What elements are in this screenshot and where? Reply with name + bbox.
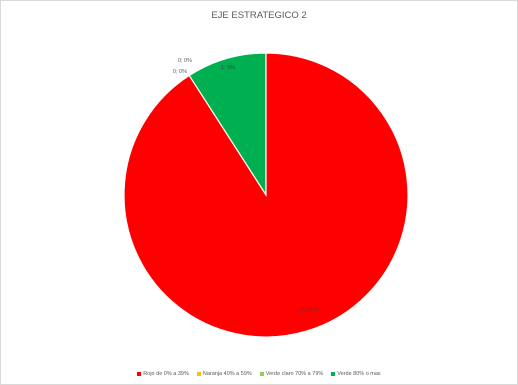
legend-item-1: Rojo de 0% a 39% [137,371,189,377]
legend-item-3: Verde claro 70% a 79% [259,371,324,377]
legend-swatch [331,372,336,376]
legend-item-2: Naranja 40% a 59% [196,371,252,377]
legend-swatch [259,372,264,376]
data-label-4: 1; 9% [221,65,235,71]
data-label-3: 0; 0% [173,69,187,75]
legend-label: Rojo de 0% a 39% [143,371,189,377]
legend-label: Verde 80% o mas [337,371,381,377]
pie-slice-1 [123,52,409,338]
legend: Rojo de 0% a 39% Naranja 40% a 59% Verde c… [0,371,518,377]
chart-title: EJE ESTRATEGICO 2 [211,10,307,21]
legend-swatch [137,372,142,376]
legend-label: Verde claro 70% a 79% [265,371,324,377]
legend-label: Naranja 40% a 59% [202,371,252,377]
data-label-2: 0; 0% [178,58,192,64]
pie-slice-4 [188,52,267,198]
legend-swatch [196,372,201,376]
legend-item-4: Verde 80% o mas [331,371,381,377]
data-label-1: 10; 91% [298,307,318,313]
